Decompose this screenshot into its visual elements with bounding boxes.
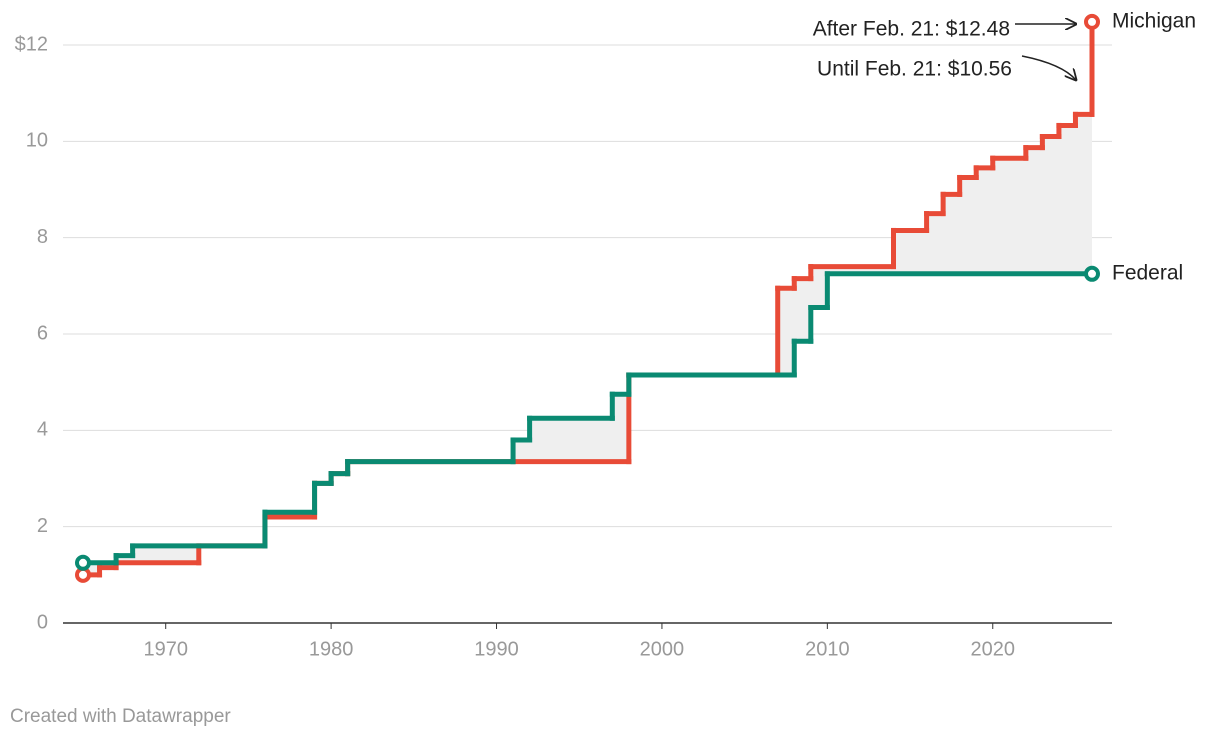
x-tick-label: 1980 bbox=[309, 638, 354, 660]
y-tick-label: $12 bbox=[15, 33, 48, 55]
end-marker bbox=[75, 554, 91, 571]
x-tick-label: 1970 bbox=[143, 638, 188, 660]
y-tick-label: 10 bbox=[26, 130, 48, 152]
annotation: Until Feb. 21: $10.56 bbox=[817, 58, 1012, 81]
lines bbox=[75, 13, 1100, 583]
y-tick-label: 0 bbox=[37, 611, 48, 633]
annotation-arrow bbox=[1021, 55, 1076, 80]
x-tick-label: 1990 bbox=[474, 638, 519, 660]
end-marker bbox=[1084, 265, 1100, 282]
x-tick-label: 2010 bbox=[805, 638, 850, 660]
end-marker bbox=[1084, 13, 1100, 30]
y-tick-label: 2 bbox=[37, 515, 48, 537]
y-tick-label: 6 bbox=[37, 322, 48, 344]
series-label: Federal bbox=[1112, 261, 1183, 284]
gap-area bbox=[83, 21, 1092, 575]
x-tick-label: 2000 bbox=[640, 638, 685, 660]
y-tick-label: 8 bbox=[37, 226, 48, 248]
gap-area-group bbox=[83, 21, 1092, 575]
annotation: After Feb. 21: $12.48 bbox=[813, 18, 1010, 41]
credit: Created with Datawrapper bbox=[10, 706, 231, 727]
y-tick-label: 4 bbox=[37, 419, 48, 441]
x-tick-label: 2020 bbox=[971, 638, 1016, 660]
series-label: Michigan bbox=[1112, 9, 1196, 32]
grid bbox=[63, 44, 1112, 629]
